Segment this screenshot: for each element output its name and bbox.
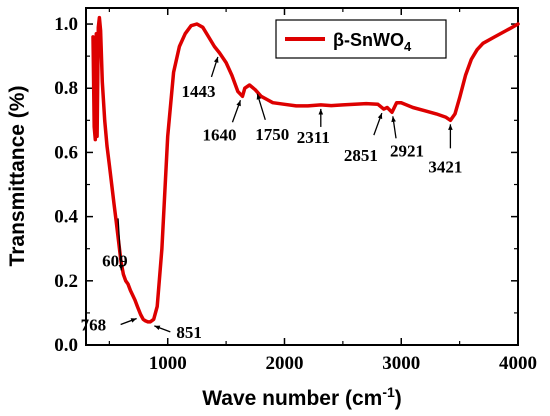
y-tick-label: 0.6: [54, 142, 78, 163]
annotation-arrowhead: [377, 113, 383, 120]
plot-frame: [85, 7, 519, 346]
peak-label: 2921: [390, 141, 424, 160]
y-tick-label: 0.4: [54, 207, 78, 228]
x-tick-label: 3000: [382, 353, 420, 374]
legend: β-SnWO4: [275, 19, 447, 59]
x-tick-label: 2000: [265, 353, 303, 374]
annotation-arrowhead: [118, 264, 124, 271]
peak-label: 1443: [181, 82, 215, 101]
annotation-arrowhead: [213, 56, 219, 63]
y-tick-label: 1.0: [54, 14, 78, 35]
y-tick-label: 0.0: [54, 335, 78, 356]
series-line-beta-snwo4: [91, 15, 520, 324]
peak-label: 768: [81, 316, 107, 335]
legend-label: β-SnWO4: [333, 30, 412, 54]
peak-label: 2311: [297, 128, 330, 147]
annotation-arrowhead: [318, 108, 324, 115]
annotation-arrowhead: [448, 124, 453, 130]
annotation-arrowhead: [130, 318, 137, 323]
axis-ticks: [86, 8, 519, 346]
annotation-arrowhead: [391, 116, 396, 123]
annotation-arrowhead: [154, 325, 161, 330]
peak-label: 851: [176, 323, 202, 342]
annotation-arrowhead: [236, 100, 241, 107]
y-tick-label: 0.2: [54, 271, 78, 292]
annotation-arrowhead: [256, 93, 262, 100]
peak-label: 3421: [428, 157, 462, 176]
peak-label: 2851: [344, 146, 378, 165]
peak-label: 1750: [255, 125, 289, 144]
y-axis-title: Transmittance (%): [6, 86, 29, 267]
annotation-arrow: [117, 218, 122, 271]
y-tick-label: 0.8: [54, 78, 78, 99]
peak-label: 1640: [202, 125, 236, 144]
tick-labels: 1000 2000 3000 4000 0.0 0.2 0.4 0.6 0.8 1.0: [54, 14, 537, 374]
x-tick-label: 4000: [499, 353, 537, 374]
peak-label: 609: [102, 251, 128, 270]
x-axis-title: Wave number (cm-1): [202, 384, 402, 410]
x-tick-label: 1000: [149, 353, 187, 374]
